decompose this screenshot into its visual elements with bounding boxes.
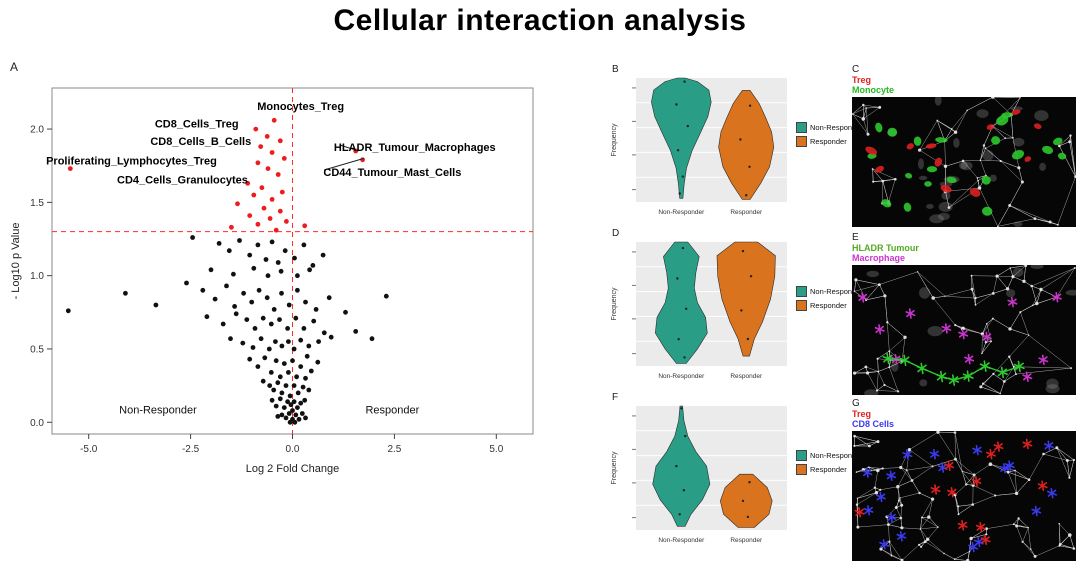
panel-f-violin: F Non-Responder Responder Frequency Non-Re…	[600, 392, 868, 556]
svg-text:Responder: Responder	[730, 209, 763, 216]
panel-e-label: E	[852, 232, 859, 243]
legend-key-responder	[796, 136, 807, 147]
panel-b-label: B	[612, 64, 619, 75]
svg-text:Frequency: Frequency	[611, 123, 618, 157]
legend-key-responder	[796, 464, 807, 475]
svg-text:CD44_Tumour_Mast_Cells: CD44_Tumour_Mast_Cells	[323, 167, 461, 179]
panel-c-label: C	[852, 64, 860, 75]
figure-title: Cellular interaction analysis	[333, 4, 747, 37]
svg-text:0.5: 0.5	[30, 344, 44, 355]
svg-text:Frequency: Frequency	[611, 287, 618, 321]
svg-text:Responder: Responder	[730, 537, 763, 544]
panel-a-volcano: A -5.0 -2.5 0.0 2.5 5.0 0.0 0.5 1.0 1.5 2.0 Log 2 …	[6, 60, 554, 490]
legend-row-non-responder: Non-Responder	[796, 286, 863, 297]
svg-text:0.0: 0.0	[286, 444, 300, 455]
svg-text:Log 2 Fold Change: Log 2 Fold Change	[246, 463, 340, 475]
legend-key-responder	[796, 300, 807, 311]
svg-text:Non-Responder: Non-Responder	[119, 404, 197, 416]
svg-text:CD4_Cells_Granulocytes: CD4_Cells_Granulocytes	[117, 174, 248, 186]
svg-text:-2.5: -2.5	[182, 444, 200, 455]
panel-a-label: A	[10, 60, 19, 74]
legend-label-responder: Responder	[810, 301, 847, 310]
legend-key-non-responder	[796, 286, 807, 297]
legend-row-non-responder: Non-Responder	[796, 450, 863, 461]
panel-b-violin: B Non-Responder Responder Frequency Non-Re…	[600, 64, 868, 228]
legend-row-responder: Responder	[796, 300, 863, 311]
microscopy-image-g	[852, 431, 1076, 561]
microscopy-image-c	[852, 97, 1076, 227]
panel-e-marker-label-2: Macrophage	[852, 253, 906, 263]
panel-g-marker-label-1: Treg	[852, 409, 872, 419]
legend-row-responder: Responder	[796, 136, 863, 147]
svg-text:-5.0: -5.0	[80, 444, 98, 455]
svg-text:HLADR_Tumour_Macrophages: HLADR_Tumour_Macrophages	[334, 142, 496, 154]
svg-text:Responder: Responder	[730, 373, 763, 380]
violin-plot-b: Non-Responder Responder Frequency	[611, 77, 787, 216]
legend-row-non-responder: Non-Responder	[796, 122, 863, 133]
svg-text:Non-Responder: Non-Responder	[658, 373, 705, 380]
volcano-plot: -5.0 -2.5 0.0 2.5 5.0 0.0 0.5 1.0 1.5 2.0 Log 2 Fo…	[10, 87, 534, 475]
panel-f-label: F	[612, 392, 619, 403]
svg-text:0.0: 0.0	[30, 418, 44, 429]
legend-key-non-responder	[796, 450, 807, 461]
svg-text:Proliferating_Lymphocytes_Treg: Proliferating_Lymphocytes_Treg	[46, 155, 217, 167]
legend-b: Non-Responder Responder	[796, 122, 863, 150]
panel-d-violin: D Non-Responder Responder Frequency Non-Re…	[600, 228, 868, 392]
panel-g-marker-label-2: CD8 Cells	[852, 419, 895, 429]
svg-text:- Log10 p Value: - Log10 p Value	[10, 223, 22, 300]
svg-text:Responder: Responder	[365, 404, 419, 416]
panel-e-microscopy: E HLADR Tumour Macrophage	[852, 232, 1078, 395]
svg-text:CD8_Cells_B_Cells: CD8_Cells_B_Cells	[150, 136, 251, 148]
svg-text:1.5: 1.5	[30, 198, 44, 209]
panel-c-microscopy: C Treg Monocyte	[852, 64, 1078, 227]
svg-text:2.0: 2.0	[30, 125, 44, 136]
panel-g-microscopy: G Treg CD8 Cells	[852, 398, 1078, 561]
legend-row-responder: Responder	[796, 464, 863, 475]
svg-text:Monocytes_Treg: Monocytes_Treg	[257, 101, 344, 113]
panel-g-label: G	[852, 398, 860, 409]
svg-text:5.0: 5.0	[489, 444, 503, 455]
legend-f: Non-Responder Responder	[796, 450, 863, 478]
legend-label-responder: Responder	[810, 465, 847, 474]
violin-plot-d: Non-Responder Responder Frequency	[611, 241, 787, 380]
panel-c-marker-label-1: Treg	[852, 75, 872, 85]
legend-label-responder: Responder	[810, 137, 847, 146]
legend-label-non-responder: Non-Responder	[810, 287, 863, 296]
panel-c-marker-label-2: Monocyte	[852, 85, 895, 95]
svg-text:CD8_Cells_Treg: CD8_Cells_Treg	[155, 119, 239, 131]
legend-d: Non-Responder Responder	[796, 286, 863, 314]
panel-e-marker-label-1: HLADR Tumour	[852, 243, 919, 253]
svg-text:2.5: 2.5	[387, 444, 401, 455]
legend-key-non-responder	[796, 122, 807, 133]
panel-d-label: D	[612, 228, 620, 239]
svg-text:Non-Responder: Non-Responder	[658, 209, 705, 216]
svg-text:Non-Responder: Non-Responder	[658, 537, 705, 544]
svg-text:Frequency: Frequency	[611, 451, 618, 485]
violin-plot-f: Non-Responder Responder Frequency	[611, 405, 787, 544]
microscopy-image-e	[852, 265, 1076, 395]
svg-text:1.0: 1.0	[30, 271, 44, 282]
legend-label-non-responder: Non-Responder	[810, 451, 863, 460]
legend-label-non-responder: Non-Responder	[810, 123, 863, 132]
